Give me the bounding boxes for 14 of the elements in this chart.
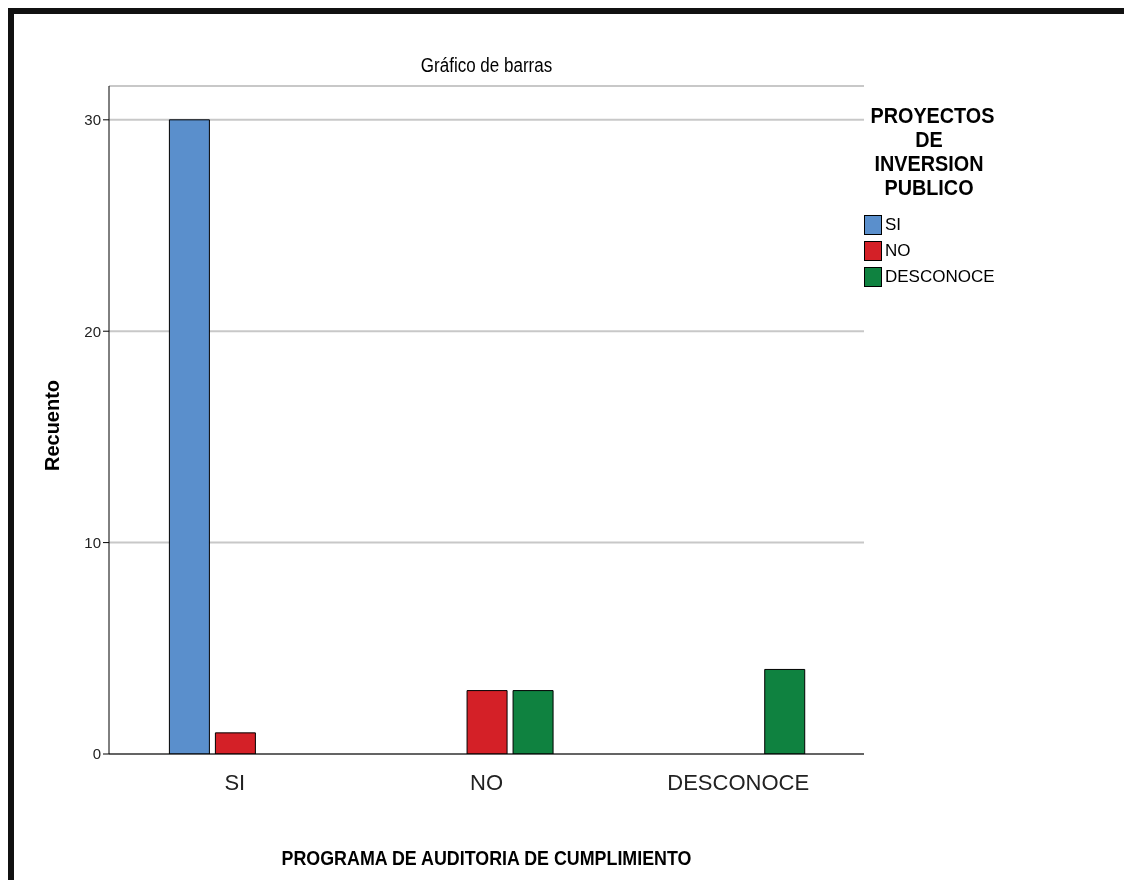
x-tick-label: NO: [470, 769, 503, 795]
chart-title: Gráfico de barras: [419, 54, 554, 77]
y-axis-title: Recuento: [40, 378, 64, 474]
legend-label: DESCONOCE: [885, 267, 995, 287]
x-tick-label: SI: [224, 769, 246, 795]
y-tick-label: 30: [84, 111, 101, 129]
x-axis-title: PROGRAMA DE AUDITORIA DE CUMPLIMIENTO: [280, 846, 693, 870]
y-tick-label: 10: [84, 533, 101, 551]
x-tick-label: DESCONOCE: [667, 769, 810, 795]
legend-label: SI: [885, 215, 902, 235]
y-tick-label: 20: [84, 322, 101, 340]
legend-label: NO: [885, 241, 911, 261]
legend-title: PROYECTOS DE INVERSION PUBLICO: [870, 103, 995, 200]
y-tick-label: 0: [92, 745, 101, 763]
